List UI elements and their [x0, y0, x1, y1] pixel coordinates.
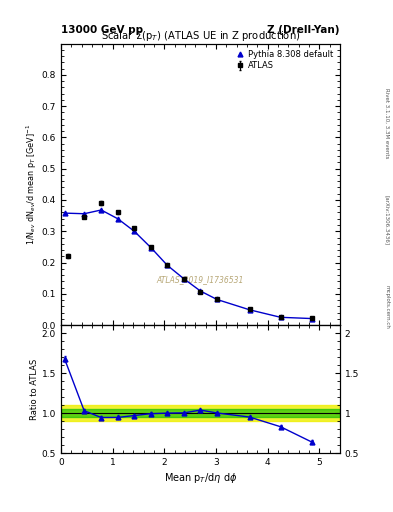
- Text: ATLAS_2019_I1736531: ATLAS_2019_I1736531: [157, 275, 244, 285]
- Line: Pythia 8.308 default: Pythia 8.308 default: [62, 207, 314, 321]
- Bar: [61, 409, 340, 417]
- Pythia 8.308 default: [132, 228, 137, 234]
- Pythia 8.308 default: [82, 210, 86, 217]
- Pythia 8.308 default: [247, 307, 252, 313]
- Text: [arXiv:1306.3436]: [arXiv:1306.3436]: [385, 195, 389, 245]
- X-axis label: Mean p$_T$/d$\eta$ d$\phi$: Mean p$_T$/d$\eta$ d$\phi$: [163, 471, 237, 485]
- Text: 13000 GeV pp: 13000 GeV pp: [61, 25, 143, 35]
- Text: mcplots.cern.ch: mcplots.cern.ch: [385, 285, 389, 329]
- Pythia 8.308 default: [116, 216, 120, 222]
- Y-axis label: 1/N$_{ev}$ dN$_{ev}$/d mean p$_T$ [GeV]$^{-1}$: 1/N$_{ev}$ dN$_{ev}$/d mean p$_T$ [GeV]$…: [24, 124, 39, 245]
- Pythia 8.308 default: [62, 210, 67, 216]
- Pythia 8.308 default: [198, 288, 203, 294]
- Text: Z (Drell-Yan): Z (Drell-Yan): [268, 25, 340, 35]
- Bar: [61, 405, 340, 421]
- Pythia 8.308 default: [99, 207, 104, 213]
- Pythia 8.308 default: [182, 276, 186, 282]
- Legend: Pythia 8.308 default, ATLAS: Pythia 8.308 default, ATLAS: [232, 48, 336, 73]
- Y-axis label: Ratio to ATLAS: Ratio to ATLAS: [30, 358, 39, 420]
- Title: Scalar $\Sigma$(p$_T$) (ATLAS UE in Z production): Scalar $\Sigma$(p$_T$) (ATLAS UE in Z pr…: [101, 29, 300, 44]
- Text: Rivet 3.1.10, 3.3M events: Rivet 3.1.10, 3.3M events: [385, 88, 389, 158]
- Pythia 8.308 default: [149, 244, 153, 250]
- Pythia 8.308 default: [165, 262, 170, 268]
- Pythia 8.308 default: [278, 314, 283, 321]
- Pythia 8.308 default: [309, 315, 314, 322]
- Pythia 8.308 default: [215, 296, 219, 303]
